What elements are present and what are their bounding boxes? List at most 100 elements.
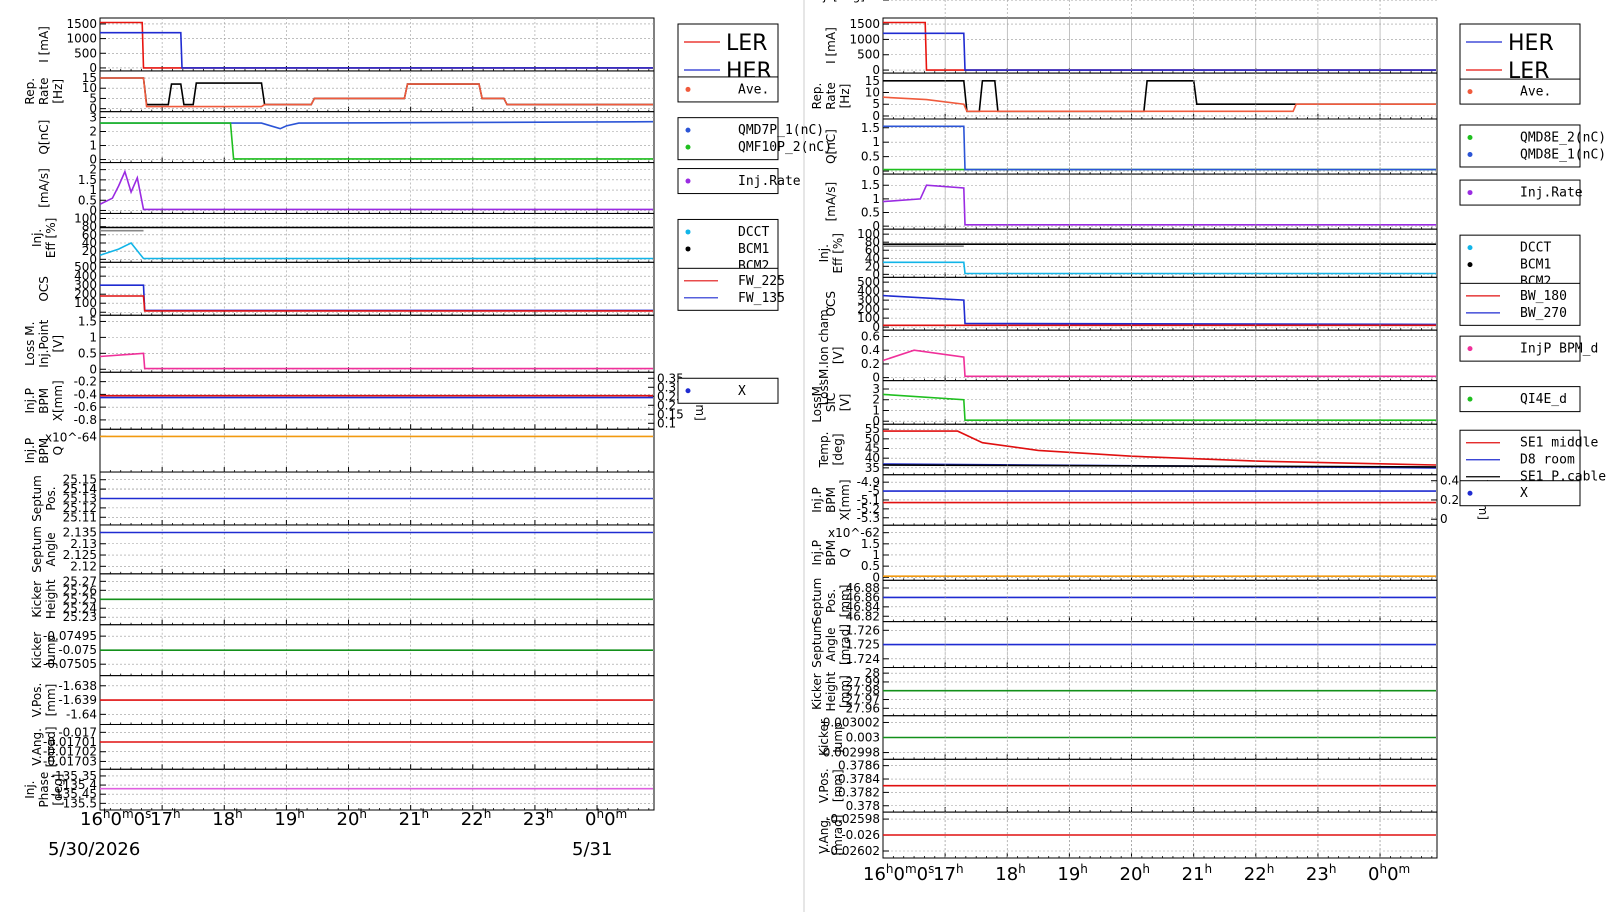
y-tick-label: -5 — [868, 484, 880, 498]
y-tick-label: 500 — [857, 48, 880, 62]
series-dcct — [883, 261, 1436, 275]
y-tick-label: 40 — [865, 451, 880, 465]
y-tick-label: 1.5 — [861, 121, 880, 135]
x-tick-label: 17h​ — [933, 862, 964, 885]
y-tick-label: 2 — [89, 124, 97, 138]
y-tick-label: 40 — [865, 251, 880, 265]
y-tick-label: 80 — [865, 235, 880, 249]
y-axis-label: Septum — [810, 621, 824, 668]
y-tick-label: 97.05 — [846, 0, 880, 3]
y-axis-label: Phase — [37, 772, 51, 808]
legend: Inj.Rate — [1459, 179, 1583, 206]
y-tick-label: 0.378 — [846, 799, 880, 813]
y-axis-label: Rep. — [23, 78, 37, 105]
y-tick-label: -0.02598 — [826, 812, 880, 826]
legend-dot — [685, 127, 691, 133]
y-tick-label: 10 — [82, 81, 97, 95]
y-tick-label: 35 — [865, 461, 880, 475]
legend-box — [677, 76, 779, 103]
y-tick-label: 1.726 — [846, 623, 880, 637]
y-axis-label: Height — [824, 671, 838, 711]
y-tick-label: 27.98 — [846, 684, 880, 698]
y2-tick-label: 0.2 — [657, 398, 676, 412]
legend: QI4E_d — [1459, 386, 1581, 413]
legend-box — [1459, 480, 1581, 507]
y-tick-label: 0.6 — [861, 330, 880, 344]
legend-label: QMF10P_2(nC) — [738, 140, 832, 155]
y-axis-label: [Hz] — [51, 79, 65, 104]
date-label: 5/30/2026 — [48, 839, 140, 860]
y-axis-label: Inj.P — [810, 487, 824, 513]
y-axis-label: Kicker — [30, 632, 44, 669]
y-tick-label: 0 — [89, 61, 97, 75]
legend: InjP BPM_d — [1459, 335, 1598, 362]
y-tick-label: 2.12 — [70, 559, 97, 573]
y-axis-label: [V] — [831, 347, 845, 365]
y2-tick-label: 0.25 — [657, 389, 684, 403]
y-axis-label: Kicker — [817, 719, 831, 756]
legend-box — [1459, 78, 1581, 105]
y-axis-label: Septum — [30, 475, 44, 522]
legend: X — [677, 377, 779, 404]
y-axis-label: Inj.P — [23, 388, 37, 414]
y-tick-label: -135.45 — [51, 787, 97, 801]
legend-label: Ave. — [1520, 85, 1551, 100]
y-tick-label: 27.99 — [846, 675, 880, 689]
y-tick-label: -0.075 — [58, 643, 97, 657]
y-tick-label: 0.4 — [861, 343, 880, 357]
y-tick-label: -0.2 — [74, 375, 97, 389]
series-dcct — [100, 242, 653, 260]
y-axis-label: Pos. — [824, 589, 838, 613]
x-tick-label: 20h​ — [1120, 862, 1151, 885]
legend-dot — [1467, 245, 1473, 251]
y-axis-label: [mA/s] — [37, 168, 51, 208]
x-tick-label: 16h​0m​0s​ — [80, 807, 151, 830]
panel-frame — [99, 768, 655, 811]
legend: BW_180 BW_270 — [1459, 282, 1581, 326]
legend-label: Inj.Rate — [1520, 186, 1583, 201]
y-tick-label: 25.11 — [63, 510, 97, 524]
y-tick-label: 25.24 — [63, 601, 97, 615]
y-tick-label: -0.02602 — [826, 844, 880, 858]
legend-box — [1459, 386, 1581, 413]
y-tick-label: 0.003 — [846, 731, 880, 745]
y-tick-label: 0 — [872, 164, 880, 178]
y-axis-label: Eff [%] — [44, 218, 58, 258]
y-tick-label: -5.2 — [857, 502, 880, 516]
y-axis-label: [deg] — [831, 433, 845, 465]
y-tick-label: -4.9 — [857, 475, 880, 489]
y2-tick-label: 0.15 — [657, 407, 684, 421]
legend-label: Ave. — [738, 82, 769, 97]
y-tick-label: 3 — [89, 110, 97, 124]
y-axis-label: Q[nC] — [37, 120, 51, 155]
y-tick-label: 25.14 — [63, 482, 97, 496]
y-tick-label: 0 — [872, 414, 880, 428]
legend-dot — [1467, 490, 1473, 496]
y-tick-label: 1 — [89, 139, 97, 153]
y-tick-label: 15 — [865, 74, 880, 88]
y-axis-label: Temp. — [817, 432, 831, 469]
y-tick-label: 0.5 — [78, 193, 97, 207]
y-axis-label: OCS — [824, 291, 838, 316]
y-tick-label: 0 — [89, 362, 97, 376]
y-tick-label: 0.5 — [861, 150, 880, 164]
legend-box — [677, 267, 779, 311]
y-axis-label: [V] — [838, 394, 852, 412]
legend-label: BW_270 — [1520, 306, 1567, 321]
series-ave- — [100, 77, 653, 108]
y-tick-label: 46.88 — [846, 581, 880, 595]
y-tick-label: 25.12 — [63, 501, 97, 515]
y-tick-label: 55 — [865, 422, 880, 436]
legend-box — [1459, 124, 1581, 168]
y-tick-label: -1.638 — [58, 679, 97, 693]
